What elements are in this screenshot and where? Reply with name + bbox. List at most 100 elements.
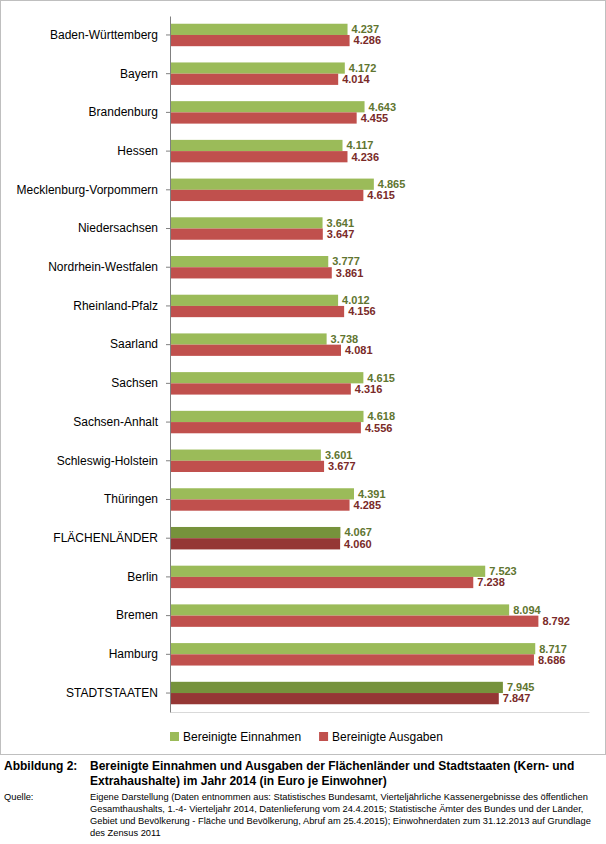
frame bbox=[1, 1, 606, 755]
bar bbox=[170, 411, 363, 422]
data-label: 4.060 bbox=[344, 538, 372, 550]
source-block: Quelle:Eigene Darstellung (Daten entnomm… bbox=[0, 791, 606, 839]
tick-mark bbox=[166, 693, 170, 694]
tick: Bayern bbox=[120, 67, 170, 81]
legend-item: Bereinigte Ausgaben bbox=[319, 730, 443, 744]
tick: Hessen bbox=[117, 144, 170, 158]
bar bbox=[170, 24, 348, 35]
bar bbox=[170, 577, 473, 588]
tick: Sachsen-Anhalt bbox=[73, 415, 170, 429]
tick-label: FLÄCHENLÄNDER bbox=[53, 531, 158, 545]
data-label: 7.238 bbox=[477, 576, 505, 588]
bar bbox=[170, 527, 340, 538]
data-label: 8.094 bbox=[513, 604, 541, 616]
tick: FLÄCHENLÄNDER bbox=[53, 531, 170, 545]
bar bbox=[170, 383, 351, 394]
data-label: 4.618 bbox=[367, 410, 395, 422]
bar bbox=[170, 179, 374, 190]
data-label: 8.686 bbox=[538, 654, 566, 666]
data-label: 4.285 bbox=[354, 499, 382, 511]
tick-mark bbox=[166, 422, 170, 423]
bar bbox=[170, 306, 344, 317]
bar bbox=[170, 333, 327, 344]
caption: Abbildung 2:Bereinigte Einnahmen und Aus… bbox=[0, 759, 606, 789]
tick-label: Hessen bbox=[117, 144, 158, 158]
data-label: 7.945 bbox=[507, 681, 535, 693]
bar bbox=[170, 267, 332, 278]
data-label: 4.391 bbox=[358, 488, 386, 500]
bar bbox=[170, 190, 363, 201]
tick: Brandenburg bbox=[89, 105, 170, 119]
data-label: 3.738 bbox=[331, 333, 359, 345]
tick-mark bbox=[166, 305, 170, 306]
bar bbox=[170, 693, 499, 704]
data-label: 4.156 bbox=[348, 305, 376, 317]
bar bbox=[170, 217, 323, 228]
data-label: 4.643 bbox=[369, 101, 397, 113]
bar bbox=[170, 643, 535, 654]
data-label: 3.861 bbox=[336, 267, 364, 279]
tick-label: Nordrhein-Westfalen bbox=[48, 260, 158, 274]
y-axis-line bbox=[170, 17, 171, 713]
tick-label: Bayern bbox=[120, 67, 158, 81]
bar bbox=[170, 538, 340, 549]
data-label: 3.647 bbox=[327, 228, 355, 240]
tick-label: Sachsen-Anhalt bbox=[73, 415, 158, 429]
data-label: 4.286 bbox=[354, 34, 382, 46]
tick: Baden-Württemberg bbox=[50, 28, 170, 42]
tick-mark bbox=[166, 151, 170, 152]
data-label: 4.556 bbox=[365, 422, 393, 434]
tick: STADTSTAATEN bbox=[66, 686, 170, 700]
x-axis-line bbox=[171, 712, 590, 713]
tick: Mecklenburg-Vorpommern bbox=[17, 183, 170, 197]
bar bbox=[170, 461, 324, 472]
data-label: 4.615 bbox=[367, 372, 395, 384]
data-label: 8.792 bbox=[542, 615, 570, 627]
tick-label: Niedersachsen bbox=[78, 221, 158, 235]
bar bbox=[170, 616, 538, 627]
bars bbox=[170, 24, 538, 705]
bar bbox=[170, 140, 343, 151]
tick-mark bbox=[166, 499, 170, 500]
data-label: 3.641 bbox=[327, 217, 355, 229]
bar bbox=[170, 604, 509, 615]
bar bbox=[170, 488, 354, 499]
tick-mark bbox=[166, 34, 170, 35]
bar bbox=[170, 450, 321, 461]
tick-mark bbox=[166, 538, 170, 539]
legend-label: Bereinigte Ausgaben bbox=[332, 730, 443, 744]
tick-mark bbox=[166, 383, 170, 384]
tick-label: Rheinland-Pfalz bbox=[73, 299, 158, 313]
tick-mark bbox=[166, 73, 170, 74]
data-labels: 4.2374.1724.6434.1174.8653.6413.7774.012… bbox=[325, 23, 570, 704]
legend: Bereinigte EinnahmenBereinigte Ausgaben bbox=[170, 730, 443, 744]
data-label: 4.316 bbox=[355, 383, 383, 395]
tick-mark bbox=[166, 228, 170, 229]
tick-label: Berlin bbox=[127, 570, 158, 584]
bar bbox=[170, 74, 338, 85]
tick-mark bbox=[166, 654, 170, 655]
bar bbox=[170, 566, 485, 577]
source: Eigene Darstellung (Daten entnommen aus:… bbox=[90, 791, 602, 839]
data-label: 7.523 bbox=[489, 565, 517, 577]
bar bbox=[170, 112, 357, 123]
tick-label: Hamburg bbox=[109, 647, 158, 661]
bar bbox=[170, 151, 347, 162]
tick-mark bbox=[166, 267, 170, 268]
tick: Berlin bbox=[127, 570, 170, 584]
bar bbox=[170, 295, 338, 306]
bar bbox=[170, 372, 363, 383]
tick: Sachsen bbox=[111, 376, 170, 390]
bar bbox=[170, 62, 345, 73]
data-label: 7.847 bbox=[503, 692, 531, 704]
tick-label: Brandenburg bbox=[89, 105, 158, 119]
data-label: 4.865 bbox=[378, 178, 406, 190]
bar bbox=[170, 345, 341, 356]
bar bbox=[170, 654, 534, 665]
legend-swatch bbox=[319, 732, 328, 741]
data-label: 4.172 bbox=[349, 62, 377, 74]
data-label: 3.777 bbox=[332, 255, 360, 267]
figure-label: Abbildung 2: bbox=[0, 759, 90, 789]
tick: Thüringen bbox=[104, 492, 170, 506]
bar bbox=[170, 229, 323, 240]
